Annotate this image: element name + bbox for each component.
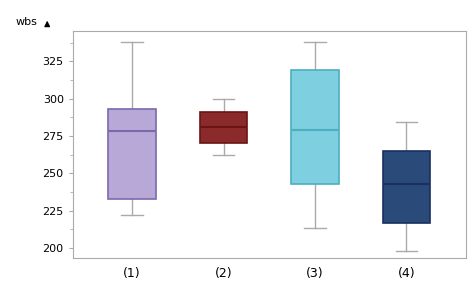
Bar: [291, 70, 338, 184]
Bar: [383, 151, 430, 223]
Bar: [109, 109, 156, 199]
Bar: [200, 112, 247, 143]
Text: wbs: wbs: [16, 17, 37, 27]
